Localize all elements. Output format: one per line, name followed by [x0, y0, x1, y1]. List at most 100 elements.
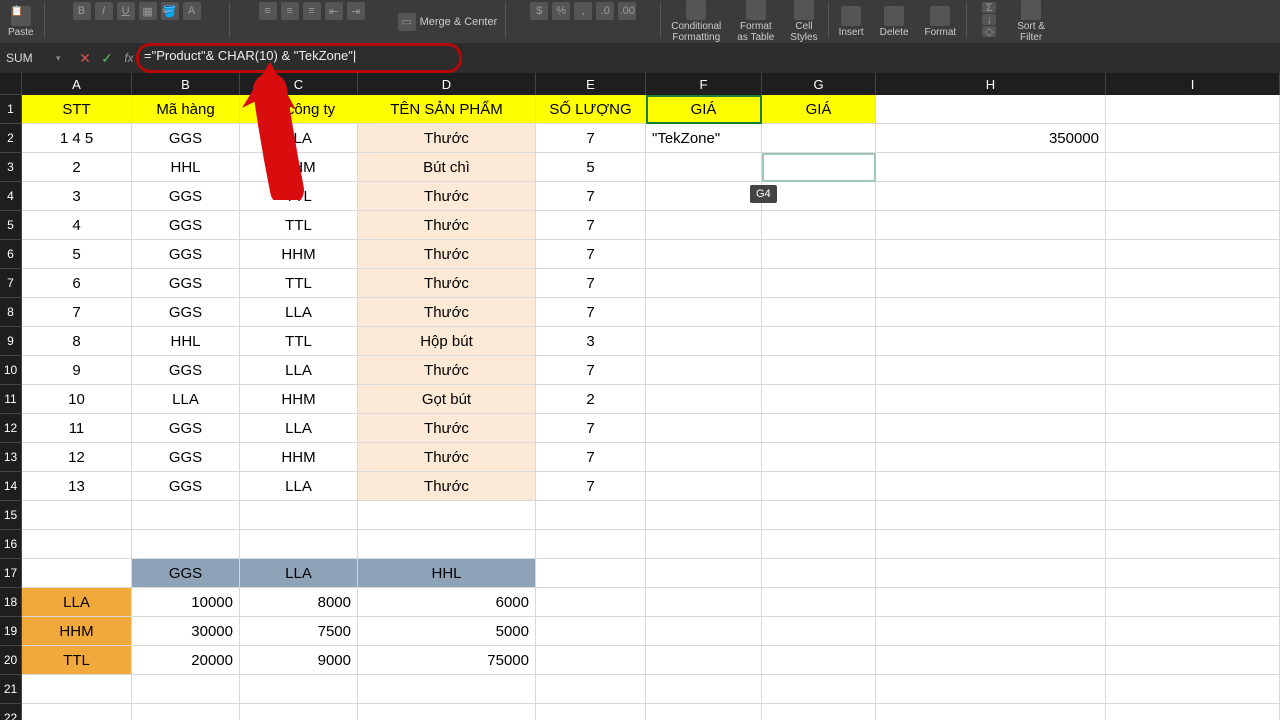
cell[interactable]: Thước	[358, 240, 536, 269]
cell[interactable]: HHM	[240, 443, 358, 472]
cond-format-button[interactable]: Conditional Formatting	[663, 0, 729, 43]
cell[interactable]	[876, 211, 1106, 240]
cell[interactable]	[876, 327, 1106, 356]
cell[interactable]	[1106, 298, 1280, 327]
cell[interactable]	[876, 182, 1106, 211]
header-cell[interactable]: Mã hàng	[132, 95, 240, 124]
row-header[interactable]: 17	[0, 559, 22, 588]
cell[interactable]: 2	[22, 153, 132, 182]
column-header[interactable]: G	[762, 73, 876, 95]
align-mid-icon[interactable]: ≡	[281, 2, 299, 20]
cell[interactable]	[762, 472, 876, 501]
name-box-dropdown-icon[interactable]: ▾	[56, 53, 74, 64]
cell[interactable]: 7	[536, 356, 646, 385]
cell[interactable]: 9000	[240, 646, 358, 675]
row-header[interactable]: 19	[0, 617, 22, 646]
row-header[interactable]: 22	[0, 704, 22, 720]
cell[interactable]: Thước	[358, 356, 536, 385]
percent-icon[interactable]: %	[552, 2, 570, 20]
cell[interactable]	[646, 675, 762, 704]
column-header[interactable]: A	[22, 73, 132, 95]
cell[interactable]	[1106, 530, 1280, 559]
cell[interactable]	[762, 617, 876, 646]
cell[interactable]	[536, 530, 646, 559]
clear-icon[interactable]: ◇	[982, 26, 996, 37]
cell[interactable]: 20000	[132, 646, 240, 675]
cell[interactable]	[358, 530, 536, 559]
cell[interactable]	[762, 124, 876, 153]
cell[interactable]	[22, 501, 132, 530]
cell[interactable]: LLA	[240, 124, 358, 153]
row-header[interactable]: 5	[0, 211, 22, 240]
column-header[interactable]: D	[358, 73, 536, 95]
cell[interactable]	[1106, 269, 1280, 298]
cell[interactable]	[1106, 182, 1280, 211]
cell[interactable]	[646, 153, 762, 182]
row-header[interactable]: 16	[0, 530, 22, 559]
cell[interactable]: 7	[536, 269, 646, 298]
cell[interactable]	[1106, 124, 1280, 153]
row-header[interactable]: 15	[0, 501, 22, 530]
cell[interactable]: Bút chì	[358, 153, 536, 182]
row-header[interactable]: 14	[0, 472, 22, 501]
paste-button[interactable]: 📋 Paste	[0, 0, 42, 43]
cell[interactable]	[22, 530, 132, 559]
cell[interactable]: LLA	[240, 472, 358, 501]
cell[interactable]: GGS	[132, 240, 240, 269]
cell[interactable]: 7	[22, 298, 132, 327]
row-header[interactable]: 6	[0, 240, 22, 269]
cell[interactable]	[1106, 327, 1280, 356]
cell[interactable]: 4	[22, 211, 132, 240]
cell[interactable]: 3	[22, 182, 132, 211]
cell[interactable]	[1106, 356, 1280, 385]
cell[interactable]	[762, 530, 876, 559]
cell[interactable]	[240, 501, 358, 530]
cell[interactable]: LLA	[22, 588, 132, 617]
cell[interactable]	[762, 414, 876, 443]
header-cell[interactable]	[876, 95, 1106, 124]
cell[interactable]	[876, 356, 1106, 385]
cell[interactable]: 12	[22, 443, 132, 472]
insert-button[interactable]: Insert	[831, 0, 872, 43]
cell[interactable]: Thước	[358, 211, 536, 240]
cell[interactable]: GGS	[132, 298, 240, 327]
cell[interactable]	[762, 385, 876, 414]
cell[interactable]	[1106, 472, 1280, 501]
cell[interactable]	[1106, 240, 1280, 269]
cell[interactable]	[762, 356, 876, 385]
cell[interactable]	[762, 646, 876, 675]
cell[interactable]	[646, 588, 762, 617]
cell[interactable]: GGS	[132, 356, 240, 385]
header-cell[interactable]: GIÁ	[762, 95, 876, 124]
cell[interactable]	[876, 675, 1106, 704]
cell[interactable]: TTL	[240, 327, 358, 356]
cell[interactable]: 8	[22, 327, 132, 356]
cell[interactable]	[358, 675, 536, 704]
cell[interactable]	[646, 385, 762, 414]
cell[interactable]	[876, 240, 1106, 269]
cell[interactable]	[762, 588, 876, 617]
cell[interactable]	[22, 675, 132, 704]
indent-inc-icon[interactable]: ⇥	[347, 2, 365, 20]
cell[interactable]: 9	[22, 356, 132, 385]
cell[interactable]: LLA	[240, 298, 358, 327]
delete-button[interactable]: Delete	[872, 0, 917, 43]
cell[interactable]: HHM	[240, 240, 358, 269]
cell[interactable]	[132, 704, 240, 720]
row-header[interactable]: 13	[0, 443, 22, 472]
cell[interactable]	[1106, 414, 1280, 443]
cell[interactable]: 350000	[876, 124, 1106, 153]
cell[interactable]	[1106, 646, 1280, 675]
indent-dec-icon[interactable]: ⇤	[325, 2, 343, 20]
header-cell[interactable]: SỐ LƯỢNG	[536, 95, 646, 124]
cell[interactable]	[1106, 385, 1280, 414]
cell[interactable]	[646, 559, 762, 588]
cell[interactable]: HHL	[358, 559, 536, 588]
cell[interactable]: 30000	[132, 617, 240, 646]
cell[interactable]	[132, 501, 240, 530]
cell[interactable]	[358, 501, 536, 530]
cell[interactable]: Thước	[358, 298, 536, 327]
cell[interactable]: 6	[22, 269, 132, 298]
cell[interactable]	[876, 269, 1106, 298]
cell[interactable]	[876, 414, 1106, 443]
